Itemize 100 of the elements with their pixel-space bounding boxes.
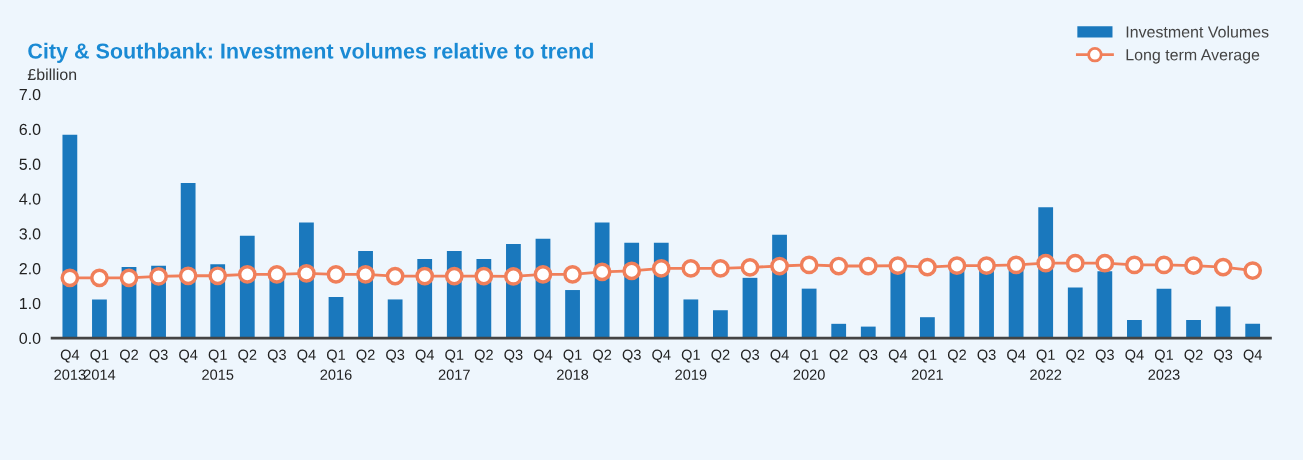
point bbox=[1125, 255, 1144, 275]
point bbox=[415, 266, 435, 286]
x-tick-label: Q1 2016 bbox=[320, 349, 352, 380]
point bbox=[1036, 253, 1056, 273]
x-tick-label: Q3 bbox=[859, 349, 878, 363]
y-tick-label: 4.0 bbox=[19, 193, 41, 205]
point bbox=[888, 256, 908, 276]
chart-title: City & Southbank: Investment volumes relative to trend bbox=[28, 42, 593, 63]
x-tick-label: Q1 2017 bbox=[438, 349, 470, 380]
point bbox=[947, 256, 967, 276]
bar bbox=[565, 290, 580, 339]
point bbox=[651, 259, 671, 278]
point bbox=[356, 264, 375, 284]
point bbox=[799, 255, 819, 275]
x-tick-label: Q4 bbox=[297, 349, 316, 363]
bar bbox=[1186, 319, 1201, 339]
point bbox=[297, 263, 316, 283]
bar bbox=[387, 299, 403, 339]
bar bbox=[742, 277, 758, 339]
y-tick-label: 1.0 bbox=[20, 297, 41, 310]
y-tick-label: 3.0 bbox=[19, 228, 41, 240]
y-tick-label: 2.0 bbox=[19, 263, 41, 275]
point bbox=[60, 268, 80, 288]
point bbox=[829, 256, 849, 276]
y-tick-label: 6.0 bbox=[19, 123, 41, 136]
point bbox=[977, 256, 996, 276]
x-tick-label: Q4 bbox=[533, 349, 553, 363]
point bbox=[1213, 257, 1233, 277]
point bbox=[770, 256, 789, 276]
x-tick-label: Q3 bbox=[1214, 349, 1233, 363]
y-tick-label: 5.0 bbox=[19, 158, 41, 170]
point bbox=[208, 266, 228, 286]
point bbox=[1095, 253, 1115, 273]
legend-label: Investment Volumes bbox=[1126, 25, 1269, 38]
x-tick-label: Q1 2015 bbox=[202, 349, 234, 380]
x-tick-label: Q3 bbox=[149, 349, 168, 363]
bar bbox=[1067, 287, 1083, 339]
x-tick-label: Q1 2022 bbox=[1030, 349, 1062, 380]
x-tick-label: Q3 bbox=[1095, 349, 1114, 363]
point bbox=[592, 262, 612, 282]
point bbox=[858, 256, 878, 276]
point bbox=[178, 266, 198, 286]
point bbox=[1006, 255, 1026, 275]
x-tick-label: Q4 bbox=[1007, 349, 1026, 363]
x-tick-label: Q4 bbox=[888, 349, 908, 363]
x-tick-label: Q1 2023 bbox=[1148, 349, 1180, 380]
bar bbox=[1127, 319, 1142, 339]
x-tick-label: Q2 bbox=[711, 349, 730, 363]
x-tick-label: Q2 bbox=[947, 349, 966, 363]
point bbox=[385, 266, 405, 286]
point bbox=[711, 259, 730, 278]
x-tick-label: Q2 bbox=[238, 349, 257, 363]
bar bbox=[62, 134, 78, 339]
x-tick-label: Q3 bbox=[504, 349, 523, 363]
bar bbox=[920, 317, 935, 339]
bar bbox=[1156, 288, 1172, 339]
x-tick-label: Q2 bbox=[356, 349, 375, 363]
x-tick-label: Q2 bbox=[119, 349, 138, 363]
point bbox=[918, 257, 937, 277]
x-tick-label: Q4 bbox=[770, 349, 789, 363]
x-tick-label: Q3 bbox=[267, 349, 286, 363]
point bbox=[504, 267, 523, 286]
bar bbox=[831, 323, 847, 339]
bar bbox=[1097, 271, 1113, 339]
point bbox=[681, 259, 701, 278]
x-tick-label: Q3 bbox=[386, 349, 405, 363]
point bbox=[267, 264, 287, 284]
point bbox=[474, 266, 494, 286]
point bbox=[1154, 255, 1174, 275]
point bbox=[149, 267, 168, 286]
x-tick-label: Q1 2014 bbox=[83, 349, 116, 380]
x-tick-label: Q3 bbox=[740, 349, 760, 363]
bar bbox=[1245, 323, 1261, 339]
y-tick-label: 7.0 bbox=[19, 88, 41, 101]
x-tick-label: Q2 bbox=[829, 349, 848, 363]
x-tick-label: Q4 2013 bbox=[54, 349, 86, 380]
x-tick-label: Q4 bbox=[652, 349, 671, 363]
x-tick-label: Q3 bbox=[977, 349, 996, 363]
point bbox=[1243, 261, 1263, 280]
x-tick-label: Q4 bbox=[415, 349, 435, 363]
point bbox=[90, 268, 109, 288]
point bbox=[622, 261, 642, 281]
x-tick-label: Q2 bbox=[1184, 349, 1203, 363]
bar bbox=[683, 299, 699, 339]
bar bbox=[1215, 306, 1231, 339]
x-tick-label: Q1 2018 bbox=[557, 349, 589, 380]
legend-label: Long term Average bbox=[1126, 49, 1260, 64]
x-tick-label: Q2 bbox=[1066, 349, 1085, 363]
point bbox=[1065, 253, 1085, 273]
x-tick-label: Q4 bbox=[179, 349, 198, 363]
point bbox=[237, 264, 257, 284]
point bbox=[326, 264, 346, 284]
point bbox=[444, 266, 464, 286]
x-tick-label: Q3 bbox=[622, 349, 641, 363]
bar bbox=[713, 310, 728, 339]
bar bbox=[328, 297, 344, 339]
point bbox=[533, 264, 553, 284]
point bbox=[563, 264, 582, 284]
y-tick-label: 0.0 bbox=[19, 332, 41, 345]
x-tick-label: Q2 bbox=[593, 349, 612, 363]
